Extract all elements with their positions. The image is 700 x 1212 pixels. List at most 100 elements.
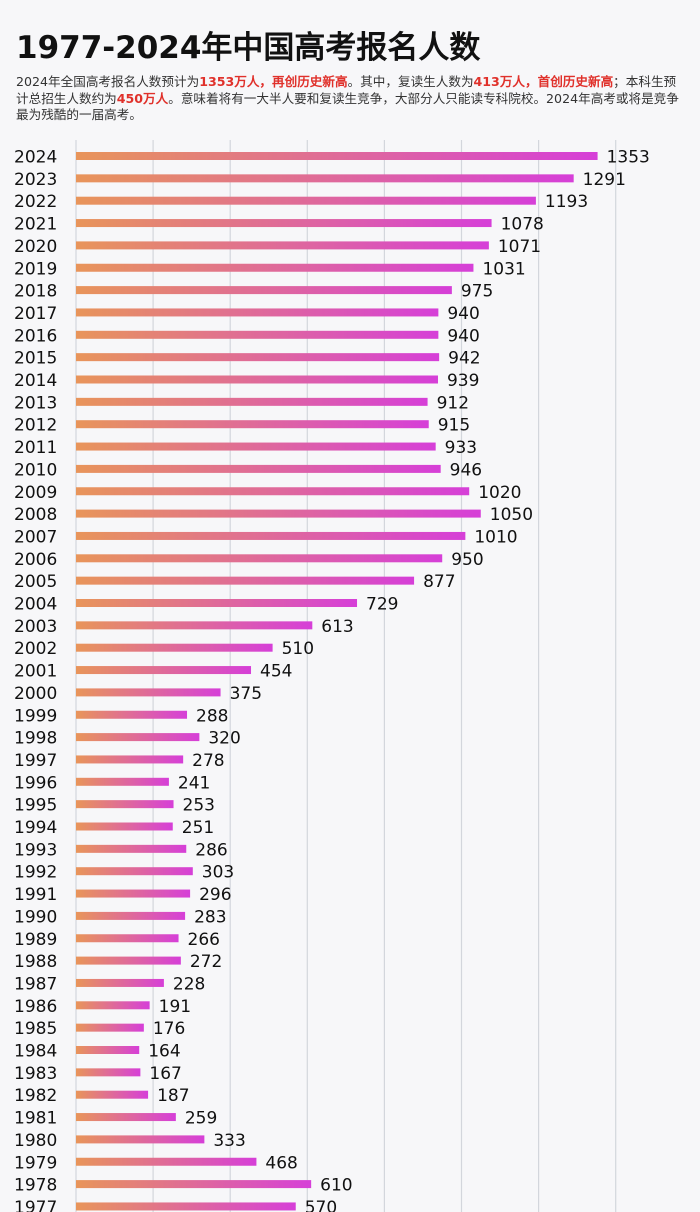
year-label: 2000 — [14, 684, 57, 704]
bar — [76, 1202, 296, 1211]
value-label: 942 — [448, 349, 480, 369]
year-label: 1999 — [14, 706, 57, 726]
year-label: 1988 — [14, 952, 57, 972]
bar — [76, 666, 252, 675]
bar — [76, 174, 574, 183]
value-label: 283 — [194, 907, 226, 927]
value-label: 1031 — [482, 259, 525, 279]
value-label: 1193 — [545, 192, 588, 212]
bar — [76, 889, 191, 898]
year-label: 1997 — [14, 751, 57, 771]
bar — [76, 867, 193, 876]
value-label: 1353 — [607, 148, 650, 168]
bar — [76, 353, 440, 362]
bar — [76, 531, 466, 540]
bar — [76, 1023, 144, 1032]
bar — [76, 487, 470, 496]
year-label: 2013 — [14, 393, 57, 413]
bar — [76, 956, 181, 965]
desc-highlight-1: 1353万人，再创历史新高 — [199, 74, 348, 89]
year-label: 2006 — [14, 550, 57, 570]
value-label: 241 — [178, 773, 210, 793]
year-label: 2007 — [14, 527, 57, 547]
value-label: 187 — [157, 1086, 189, 1106]
year-label: 2005 — [14, 572, 57, 592]
year-label: 2008 — [14, 505, 57, 525]
value-label: 333 — [213, 1131, 245, 1151]
year-label: 2020 — [14, 237, 57, 257]
bar — [76, 1046, 140, 1054]
desc-highlight-3: 450万人 — [116, 90, 169, 106]
bar — [76, 643, 273, 652]
value-label: 278 — [192, 751, 224, 771]
year-label: 2019 — [14, 259, 57, 279]
year-label: 2002 — [14, 639, 57, 659]
bar — [76, 1157, 257, 1166]
value-label: 877 — [423, 572, 455, 592]
year-label: 1989 — [14, 930, 57, 950]
bar — [76, 375, 438, 384]
value-label: 975 — [461, 282, 493, 302]
bar — [76, 1090, 149, 1099]
bar — [76, 152, 598, 160]
value-label: 375 — [230, 684, 262, 704]
year-label: 2003 — [14, 617, 57, 637]
value-label: 610 — [320, 1176, 352, 1196]
value-label: 510 — [282, 639, 314, 659]
desc-text-4: 。意味着将有一大半人要和复读生竞争，大部分人只能读专科院校。2024年高考或将是… — [16, 90, 679, 123]
year-label: 2012 — [14, 416, 57, 436]
value-label: 950 — [451, 550, 483, 570]
year-label: 2004 — [14, 595, 57, 615]
value-label: 251 — [182, 818, 214, 838]
bar — [76, 599, 358, 607]
bar — [76, 777, 169, 786]
bar — [76, 733, 200, 742]
bar — [76, 934, 179, 943]
year-label: 2021 — [14, 215, 57, 235]
year-label: 1984 — [14, 1042, 57, 1062]
year-label: 2015 — [14, 349, 57, 369]
bar — [76, 308, 439, 317]
year-label: 1982 — [14, 1086, 57, 1106]
year-label: 1985 — [14, 1019, 57, 1039]
bar — [76, 330, 439, 339]
bar — [76, 1180, 312, 1189]
year-label: 2017 — [14, 304, 57, 324]
value-label: 164 — [148, 1042, 180, 1062]
value-label: 266 — [188, 930, 220, 950]
year-label: 1991 — [14, 885, 57, 905]
value-label: 946 — [450, 460, 482, 480]
value-label: 296 — [199, 885, 231, 905]
year-label: 1978 — [14, 1176, 57, 1196]
value-label: 167 — [149, 1064, 181, 1084]
year-label: 1995 — [14, 796, 57, 816]
value-label: 1071 — [498, 237, 541, 257]
year-label: 1994 — [14, 818, 57, 838]
bar — [76, 576, 415, 585]
year-label: 1990 — [14, 907, 57, 927]
year-label: 2009 — [14, 483, 57, 503]
bar — [76, 442, 436, 451]
year-label: 2023 — [14, 170, 57, 190]
bar — [76, 710, 188, 719]
bar — [76, 1068, 141, 1077]
year-label: 1977 — [14, 1198, 57, 1212]
bar — [76, 420, 429, 429]
year-label: 1992 — [14, 863, 57, 883]
value-label: 1050 — [490, 505, 533, 525]
bar — [76, 822, 173, 831]
description: 2024年全国高考报名人数预计为1353万人，再创历史新高。其中，复读生人数为4… — [16, 74, 686, 124]
value-label: 570 — [305, 1198, 337, 1212]
bar — [76, 755, 184, 764]
value-label: 1010 — [474, 527, 517, 547]
year-label: 1987 — [14, 974, 57, 994]
bar — [76, 286, 452, 295]
bar — [76, 263, 474, 272]
year-label: 2010 — [14, 460, 57, 480]
year-label: 2024 — [14, 148, 57, 168]
value-label: 288 — [196, 706, 228, 726]
value-label: 1291 — [583, 170, 626, 190]
value-label: 912 — [437, 393, 469, 413]
value-label: 272 — [190, 952, 222, 972]
bar — [76, 397, 428, 406]
